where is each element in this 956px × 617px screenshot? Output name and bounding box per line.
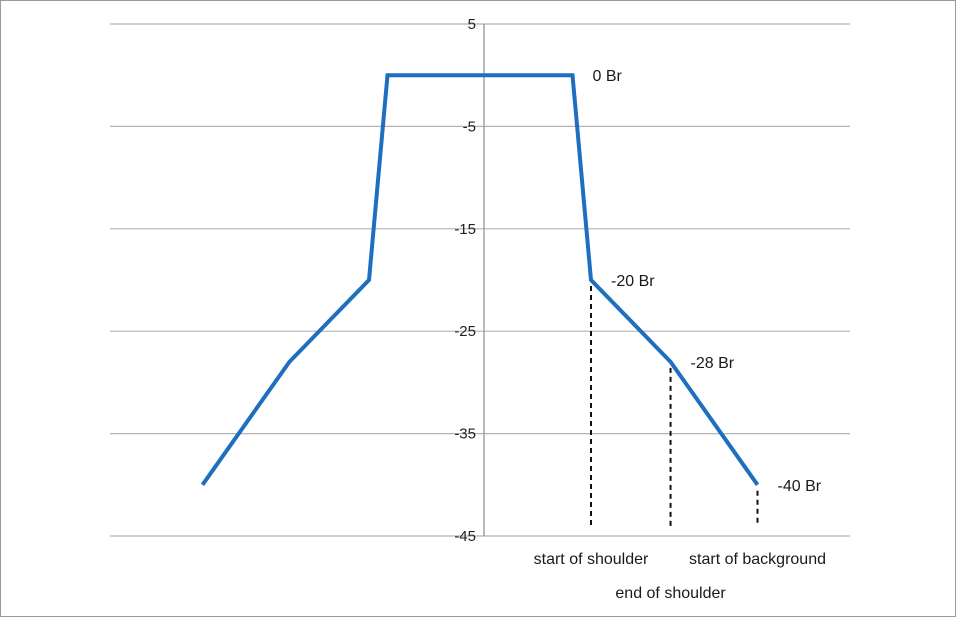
y-tick-label: -45 [454, 528, 476, 545]
markers: start of shoulder end of shoulder start of… [534, 286, 826, 602]
y-tick-label: -25 [454, 323, 476, 340]
y-tick-label: -15 [454, 221, 476, 238]
marker-label: start of background [689, 551, 826, 568]
gridlines [110, 23, 850, 537]
marker-label: start of shoulder [534, 551, 649, 568]
y-tick-label: -5 [463, 118, 476, 135]
point-label: 0 Br [593, 68, 623, 85]
series [200, 73, 760, 486]
point-labels: 0 Br -20 Br -28 Br -40 Br [593, 68, 822, 495]
series-line-0 [200, 73, 760, 486]
y-tick-label: -35 [454, 426, 476, 443]
y-tick-label: 5 [468, 16, 476, 33]
point-label: -28 Br [691, 355, 735, 372]
point-label: -40 Br [778, 478, 822, 495]
point-label: -20 Br [611, 273, 655, 290]
y-tick-labels: 5 -5 -15 -25 -35 -45 [454, 16, 476, 545]
marker-label: end of shoulder [615, 585, 726, 602]
